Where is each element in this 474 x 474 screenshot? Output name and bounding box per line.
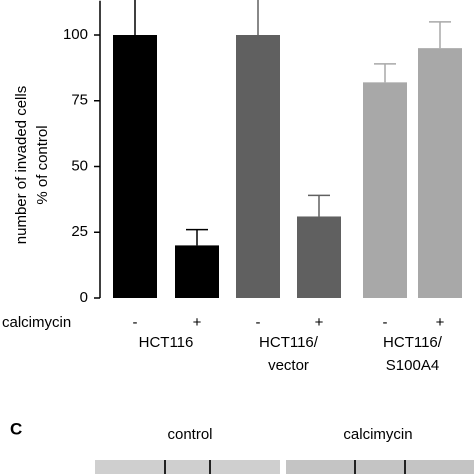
y-tick-label: 0	[80, 289, 88, 306]
bar	[418, 48, 462, 299]
group-label: vector	[268, 357, 309, 374]
y-axis-label: % of control	[34, 125, 51, 204]
y-tick-label: 75	[71, 92, 88, 109]
x-tick-label: -	[383, 314, 388, 331]
bar	[236, 35, 280, 298]
y-tick-label: 100	[63, 26, 88, 43]
group-label: HCT116	[139, 334, 194, 351]
bar	[175, 245, 219, 298]
x-tick-label: +	[436, 314, 445, 331]
y-tick-label: 50	[71, 157, 88, 174]
group-label: HCT116/	[259, 334, 319, 351]
x-tick-label: +	[193, 314, 202, 331]
x-tick-label: +	[315, 314, 324, 331]
bar	[363, 82, 407, 298]
y-axis-label: number of invaded cells	[13, 86, 30, 244]
group-label: S100A4	[386, 357, 439, 374]
micrograph	[286, 460, 474, 474]
column-label: calcimycin	[343, 426, 412, 443]
micrograph	[95, 460, 280, 474]
x-tick-label: -	[256, 314, 261, 331]
column-label: control	[167, 426, 212, 443]
bar	[297, 216, 341, 298]
group-label: HCT116/	[383, 334, 443, 351]
panel-label: C	[10, 419, 22, 438]
y-tick-label: 25	[71, 223, 88, 240]
bar	[113, 35, 157, 298]
row-label: calcimycin	[2, 314, 71, 331]
x-tick-label: -	[133, 314, 138, 331]
